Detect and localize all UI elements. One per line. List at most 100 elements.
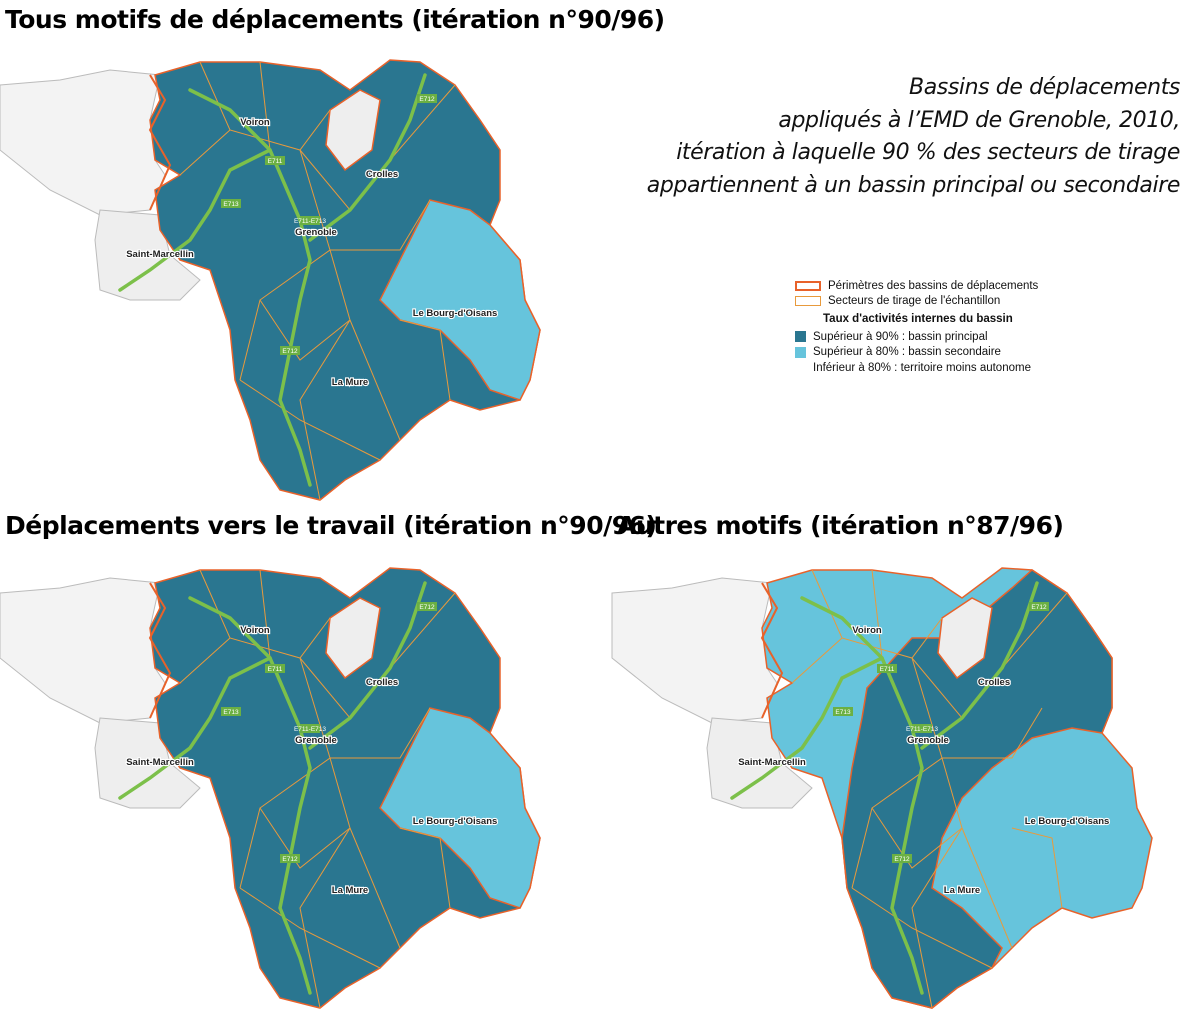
legend-sectors: Secteurs de tirage de l'échantillon <box>795 294 1038 310</box>
sector-boundary <box>299 757 351 1009</box>
road-label-text: E712 <box>419 604 435 611</box>
legend-label: Supérieur à 90% : bassin principal <box>813 330 988 343</box>
road-shield <box>417 602 437 611</box>
outside-area-chartreuse <box>325 597 381 680</box>
sector-boundary <box>299 249 351 501</box>
subtitle-line: Bassins de déplacements <box>909 75 1180 100</box>
outside-area-chartreuse <box>937 597 993 680</box>
road-shield <box>1029 602 1049 611</box>
sector-boundary <box>399 319 451 401</box>
road-label: E713 <box>221 199 241 208</box>
sector-boundary <box>239 149 331 381</box>
legend-perimeter: Périmètres des bassins de déplacements <box>795 278 1038 294</box>
road-label: E713 <box>221 707 241 716</box>
road-label-text: E711 <box>268 158 283 165</box>
sector-boundary <box>259 569 271 659</box>
place-label: Le Bourg-d'Oisans <box>413 816 498 827</box>
sector-boundary <box>330 199 431 251</box>
road-shield <box>892 854 912 863</box>
road-shield <box>877 664 897 673</box>
sector-boundary <box>349 319 401 441</box>
sectors-swatch <box>795 296 821 307</box>
secondary-basin <box>379 199 541 401</box>
road-shield <box>265 664 285 673</box>
road-label-text: E712 <box>894 856 910 863</box>
road-label-text: E712 <box>1031 604 1047 611</box>
sector-boundary <box>330 707 431 759</box>
subtitle-line: itération à laquelle 90 % des secteurs d… <box>676 140 1180 165</box>
legend-principal: Supérieur à 90% : bassin principal <box>795 329 1038 345</box>
sector-boundary <box>239 657 331 889</box>
sector-boundary <box>259 807 351 869</box>
road-label-text: E712 <box>282 348 298 355</box>
road-label: E712 <box>417 602 437 611</box>
motorway <box>188 88 312 487</box>
road-label: E712 <box>892 854 912 863</box>
place-label: Voiron <box>852 625 882 636</box>
motorway <box>188 596 312 995</box>
legend-label: Périmètres des bassins de déplacements <box>828 279 1039 292</box>
secondary-swatch <box>795 346 806 358</box>
road-label-text: E713 <box>223 201 239 208</box>
map-1: E711 E713 E712 E711-E713 E712 Voiron Crolles Gr… <box>0 567 541 1009</box>
sector-boundary <box>199 569 331 659</box>
sector-boundary <box>871 807 963 869</box>
road-label: E711-E713 <box>294 724 326 733</box>
sector-boundary <box>911 757 963 1009</box>
road-label-text: E711-E713 <box>906 726 938 733</box>
principal-swatch <box>795 331 806 343</box>
outside-area-northwest <box>0 577 166 724</box>
map-0: E711 E713 E712 E711-E713 E712 Voiron Crolles Gr… <box>0 59 541 501</box>
sector-boundary <box>399 827 451 909</box>
road-label-text: E713 <box>223 709 239 716</box>
place-label: La Mure <box>332 377 368 388</box>
subtitle-line: appartiennent à un bassin principal ou s… <box>646 172 1181 198</box>
place-label: La Mure <box>332 885 368 896</box>
sector-boundary <box>871 569 883 659</box>
road-label: E712 <box>417 94 437 103</box>
road-label: E712 <box>1029 602 1049 611</box>
map-2: E711 E713 E712 E711-E713 E712 Voiron Crolles Gr… <box>611 567 1153 1009</box>
perimeter-swatch <box>795 280 821 291</box>
motorway <box>118 148 272 292</box>
motorway <box>118 656 272 800</box>
sector-boundary <box>942 707 1043 759</box>
map-title-other: Autres motifs (itération n°87/96) <box>617 511 1064 540</box>
sector-boundary <box>851 657 943 889</box>
map-title-all: Tous motifs de déplacements (itération n… <box>5 5 665 34</box>
road-shield <box>300 216 320 225</box>
sector-boundary <box>961 827 1013 949</box>
road-label: E711-E713 <box>906 724 938 733</box>
road-label: E712 <box>280 854 300 863</box>
motorway <box>308 73 427 242</box>
road-shield <box>280 346 300 355</box>
subtitle: Bassins de déplacements appliqués à l’EM… <box>646 72 1181 202</box>
motorway <box>730 656 884 800</box>
motorway <box>920 581 1039 750</box>
sector-boundary <box>1011 827 1063 909</box>
sector-boundary <box>811 569 943 659</box>
place-label: Le Bourg-d'Oisans <box>413 308 498 319</box>
road-shield <box>417 94 437 103</box>
legend: Périmètres des bassins de déplacements S… <box>795 278 1038 376</box>
motorway <box>308 581 427 750</box>
road-label-text: E713 <box>835 709 851 716</box>
road-label: E711 <box>265 156 285 165</box>
legend-heading: Taux d'activités internes du bassin <box>823 313 1013 325</box>
basin-perimeter <box>148 74 172 211</box>
place-label: Grenoble <box>295 735 337 746</box>
place-label: Saint-Marcellin <box>738 757 806 768</box>
secondary-basin <box>379 707 541 909</box>
sector-boundary <box>179 129 231 176</box>
legend-secondary: Supérieur à 80% : bassin secondaire <box>795 345 1038 361</box>
basin-perimeter <box>760 582 784 719</box>
road-label: E713 <box>833 707 853 716</box>
road-label: E711 <box>265 664 285 673</box>
road-shield <box>912 724 932 733</box>
place-label: Grenoble <box>907 735 949 746</box>
road-shield <box>265 156 285 165</box>
outside-area-northwest <box>611 577 778 724</box>
motorway <box>800 596 924 995</box>
map-title-work: Déplacements vers le travail (itération … <box>5 511 657 540</box>
principal-basin <box>149 567 541 1009</box>
